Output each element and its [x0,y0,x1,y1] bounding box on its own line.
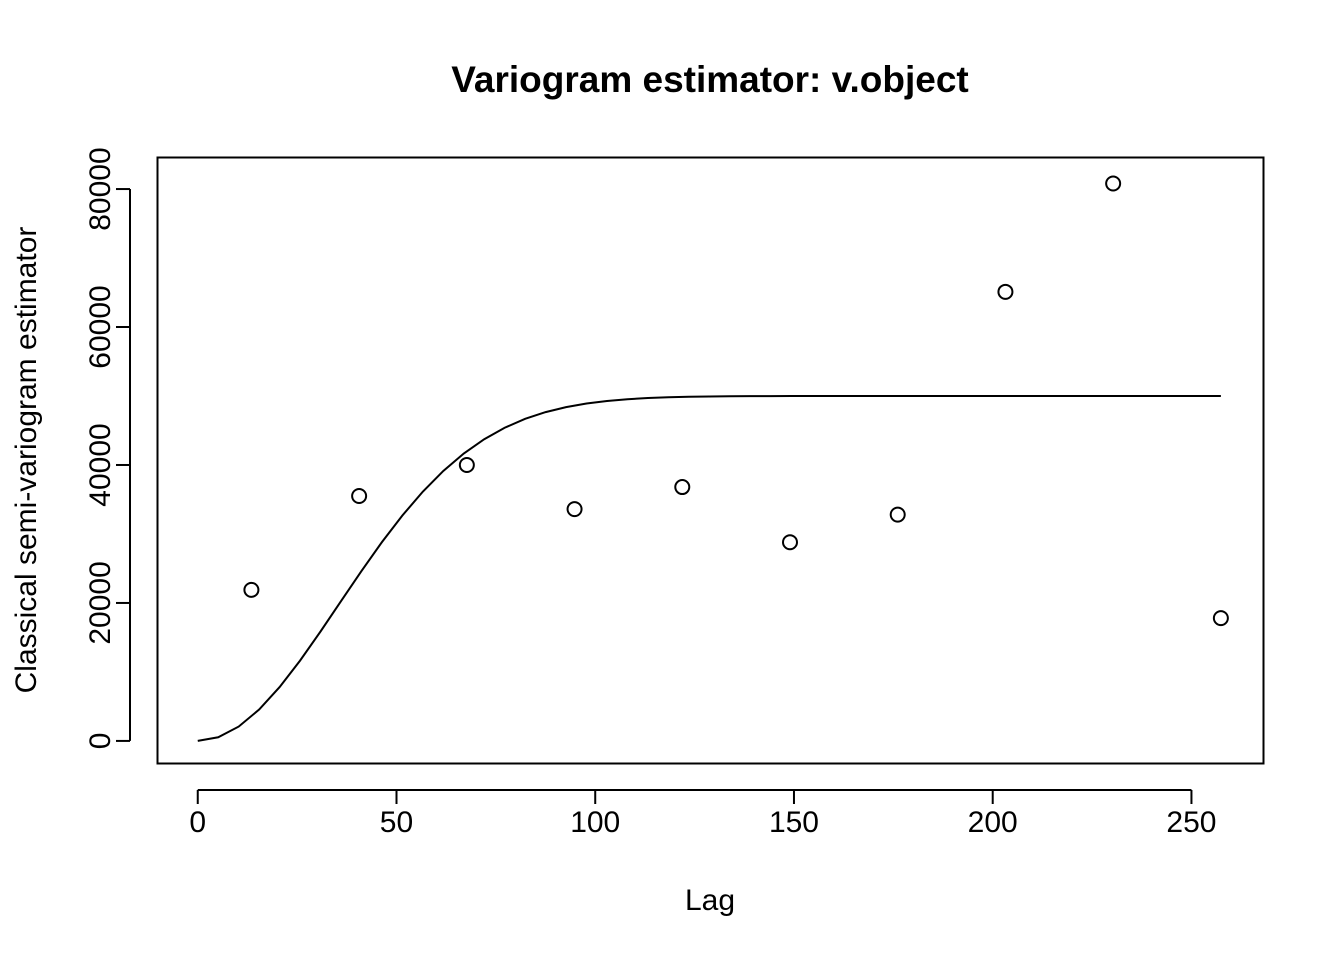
x-tick-label: 100 [570,806,620,839]
data-point [674,479,691,496]
y-axis: 0 20000 40000 60000 80000 [84,147,131,750]
data-point [781,534,798,551]
x-tick-label: 150 [769,806,819,839]
chart-title: Variogram estimator: v.object [451,59,968,100]
x-axis-label: Lag [685,884,735,917]
data-point [889,506,906,523]
x-tick-label: 50 [380,806,413,839]
y-tick-label: 20000 [84,561,117,644]
plot-frame [156,156,1265,765]
model-curve [197,395,1221,742]
x-tick-label: 250 [1166,806,1216,839]
data-point [1212,610,1229,627]
empirical-points [243,175,1229,627]
data-point [997,283,1014,300]
data-point [566,501,583,518]
x-tick-label: 200 [968,806,1018,839]
y-tick-label: 40000 [84,423,117,506]
data-point [243,581,260,598]
y-tick-label: 60000 [84,285,117,368]
data-point [458,456,475,473]
data-point [351,488,368,505]
y-tick-label: 80000 [84,147,117,230]
y-axis-label: Classical semi-variogram estimator [10,227,43,694]
x-axis: 0 50 100 150 200 250 [189,789,1216,839]
y-tick-label: 0 [84,733,117,750]
data-point [1105,175,1122,192]
x-tick-label: 0 [189,806,206,839]
